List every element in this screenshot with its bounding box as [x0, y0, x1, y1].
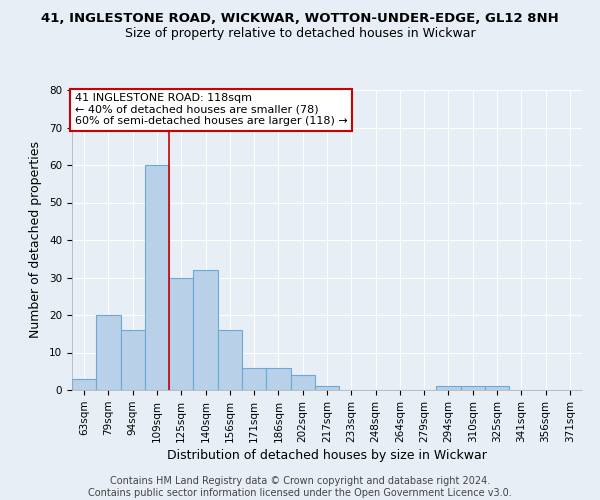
- Text: Contains HM Land Registry data © Crown copyright and database right 2024.
Contai: Contains HM Land Registry data © Crown c…: [88, 476, 512, 498]
- Text: 41, INGLESTONE ROAD, WICKWAR, WOTTON-UNDER-EDGE, GL12 8NH: 41, INGLESTONE ROAD, WICKWAR, WOTTON-UND…: [41, 12, 559, 26]
- Bar: [218, 330, 242, 390]
- Bar: [121, 330, 145, 390]
- Text: Size of property relative to detached houses in Wickwar: Size of property relative to detached ho…: [125, 28, 475, 40]
- Bar: [461, 386, 485, 390]
- Text: 41 INGLESTONE ROAD: 118sqm
← 40% of detached houses are smaller (78)
60% of semi: 41 INGLESTONE ROAD: 118sqm ← 40% of deta…: [74, 93, 347, 126]
- Bar: [485, 386, 509, 390]
- X-axis label: Distribution of detached houses by size in Wickwar: Distribution of detached houses by size …: [167, 449, 487, 462]
- Bar: [436, 386, 461, 390]
- Bar: [266, 368, 290, 390]
- Bar: [290, 375, 315, 390]
- Bar: [193, 270, 218, 390]
- Bar: [72, 379, 96, 390]
- Bar: [315, 386, 339, 390]
- Bar: [242, 368, 266, 390]
- Bar: [96, 315, 121, 390]
- Bar: [169, 278, 193, 390]
- Bar: [145, 165, 169, 390]
- Y-axis label: Number of detached properties: Number of detached properties: [29, 142, 42, 338]
